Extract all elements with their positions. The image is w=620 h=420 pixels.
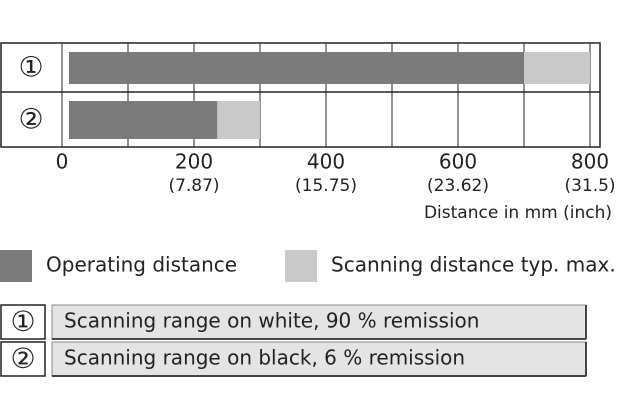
row-label: ②	[18, 103, 43, 136]
note-symbol: ①	[10, 305, 35, 338]
plot-frame	[0, 42, 601, 148]
note-text: Scanning range on black, 6 % remission	[64, 346, 465, 370]
row-label: ①	[18, 51, 43, 84]
legend-label: Scanning distance typ. max.	[331, 253, 616, 277]
note-symbol-cell	[0, 304, 46, 340]
x-axis-title: Distance in mm (inch)	[424, 203, 612, 223]
legend-swatch	[0, 250, 32, 282]
note-symbol: ②	[10, 342, 35, 375]
x-tick-sublabel: (31.5)	[564, 176, 615, 196]
note-symbol-cell	[0, 341, 46, 377]
x-tick-label: 0	[56, 150, 69, 174]
x-tick-label: 800	[571, 150, 609, 174]
x-tick-label: 200	[175, 150, 213, 174]
x-tick-label: 400	[307, 150, 345, 174]
bar	[69, 52, 524, 84]
note-text-cell	[51, 304, 587, 340]
bar	[69, 101, 218, 139]
x-tick-label: 600	[439, 150, 477, 174]
legend-label: Operating distance	[46, 253, 237, 277]
x-tick-sublabel: (7.87)	[168, 176, 219, 196]
x-tick-sublabel: (23.62)	[427, 176, 489, 196]
note-text: Scanning range on white, 90 % remission	[64, 309, 479, 333]
legend-swatch	[285, 250, 317, 282]
x-tick-sublabel: (15.75)	[295, 176, 357, 196]
